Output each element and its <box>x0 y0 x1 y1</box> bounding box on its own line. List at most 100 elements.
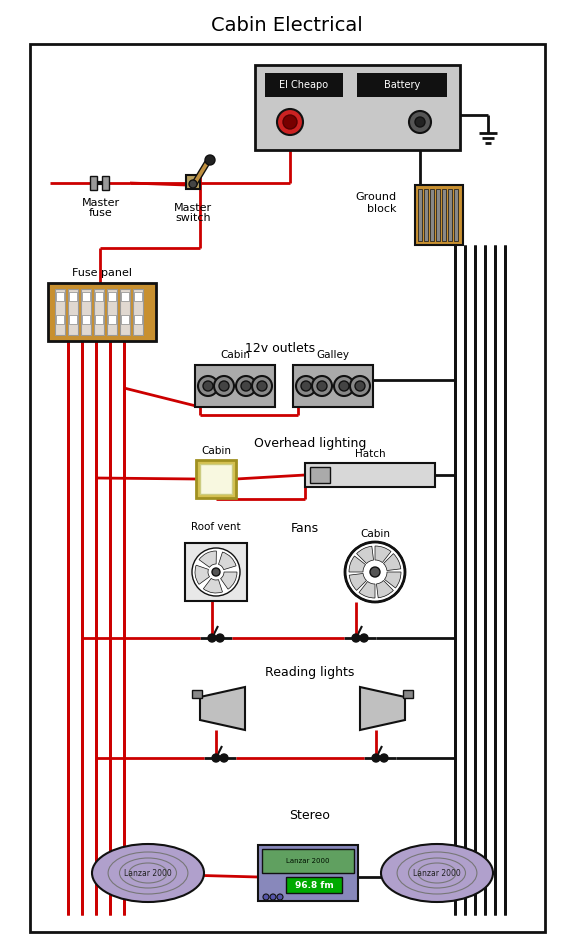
Polygon shape <box>190 158 213 186</box>
Text: Fans: Fans <box>291 522 319 534</box>
Bar <box>56 315 64 324</box>
Bar <box>69 315 77 324</box>
Circle shape <box>345 542 405 602</box>
Polygon shape <box>360 687 405 730</box>
Bar <box>102 176 109 190</box>
Wedge shape <box>385 572 401 588</box>
Bar <box>95 292 103 301</box>
Text: Fuse panel: Fuse panel <box>72 268 132 278</box>
Bar <box>94 289 104 335</box>
Bar <box>448 189 452 241</box>
Bar <box>454 189 458 241</box>
Circle shape <box>216 634 224 642</box>
Text: Battery: Battery <box>384 80 420 90</box>
Text: Cabin: Cabin <box>220 350 250 360</box>
Wedge shape <box>359 581 375 598</box>
Bar <box>262 849 354 873</box>
Wedge shape <box>377 581 393 598</box>
Circle shape <box>198 376 218 396</box>
Text: Cabin Electrical: Cabin Electrical <box>211 15 363 34</box>
Circle shape <box>270 894 276 900</box>
Bar <box>55 289 65 335</box>
Bar <box>195 365 275 407</box>
Bar <box>108 292 116 301</box>
Bar <box>293 365 373 407</box>
Circle shape <box>189 180 197 188</box>
Circle shape <box>301 381 311 391</box>
Bar <box>403 690 413 698</box>
Polygon shape <box>200 687 245 730</box>
Circle shape <box>277 894 283 900</box>
Wedge shape <box>356 546 374 563</box>
Wedge shape <box>221 572 237 589</box>
Circle shape <box>219 381 229 391</box>
Circle shape <box>312 376 332 396</box>
Bar <box>82 292 90 301</box>
Circle shape <box>212 754 220 762</box>
Circle shape <box>352 634 360 642</box>
Bar <box>134 315 142 324</box>
Bar <box>255 65 460 150</box>
Bar <box>69 292 77 301</box>
Text: Lanzar 2000: Lanzar 2000 <box>413 868 461 878</box>
Circle shape <box>350 376 370 396</box>
Circle shape <box>205 155 215 165</box>
Wedge shape <box>375 546 391 563</box>
Circle shape <box>355 381 365 391</box>
Bar <box>442 189 446 241</box>
Bar <box>133 289 143 335</box>
Text: Reading lights: Reading lights <box>265 666 355 678</box>
Bar <box>418 189 422 241</box>
Bar <box>310 467 330 483</box>
Bar <box>134 292 142 301</box>
Bar <box>196 460 236 498</box>
Wedge shape <box>199 551 216 567</box>
Bar <box>286 877 342 893</box>
Text: 96.8 fm: 96.8 fm <box>294 881 334 889</box>
Bar <box>436 189 440 241</box>
Text: Cabin: Cabin <box>201 446 231 456</box>
Bar <box>120 289 130 335</box>
Text: Lanzar 2000: Lanzar 2000 <box>124 868 172 878</box>
Text: Overhead lighting: Overhead lighting <box>254 437 366 450</box>
Text: Master: Master <box>82 198 120 208</box>
Circle shape <box>212 568 220 576</box>
Circle shape <box>380 754 388 762</box>
Text: 12v outlets: 12v outlets <box>245 342 315 354</box>
Bar <box>107 289 117 335</box>
Circle shape <box>241 381 251 391</box>
Bar <box>82 315 90 324</box>
Bar <box>192 690 202 698</box>
Bar <box>258 845 358 901</box>
Wedge shape <box>384 554 401 570</box>
Circle shape <box>263 894 269 900</box>
Bar <box>186 175 200 189</box>
Bar <box>200 464 232 494</box>
Text: Stereo: Stereo <box>290 809 331 821</box>
Circle shape <box>192 548 240 596</box>
Bar <box>30 44 545 932</box>
Circle shape <box>283 115 297 129</box>
Circle shape <box>409 111 431 133</box>
Bar <box>121 292 129 301</box>
Wedge shape <box>349 556 366 572</box>
Circle shape <box>277 109 303 135</box>
Circle shape <box>203 381 213 391</box>
Bar <box>415 185 463 245</box>
Text: switch: switch <box>175 213 211 223</box>
Circle shape <box>252 376 272 396</box>
Circle shape <box>317 381 327 391</box>
Text: block: block <box>367 204 397 214</box>
Bar <box>357 73 447 97</box>
Bar <box>265 73 343 97</box>
Circle shape <box>257 381 267 391</box>
Circle shape <box>296 376 316 396</box>
Circle shape <box>370 567 380 577</box>
Ellipse shape <box>92 844 204 902</box>
Bar <box>430 189 434 241</box>
Text: Lanzar 2000: Lanzar 2000 <box>286 858 329 864</box>
Text: El Cheapo: El Cheapo <box>279 80 328 90</box>
Bar <box>108 315 116 324</box>
Text: Master: Master <box>174 203 212 213</box>
Bar <box>48 283 156 341</box>
